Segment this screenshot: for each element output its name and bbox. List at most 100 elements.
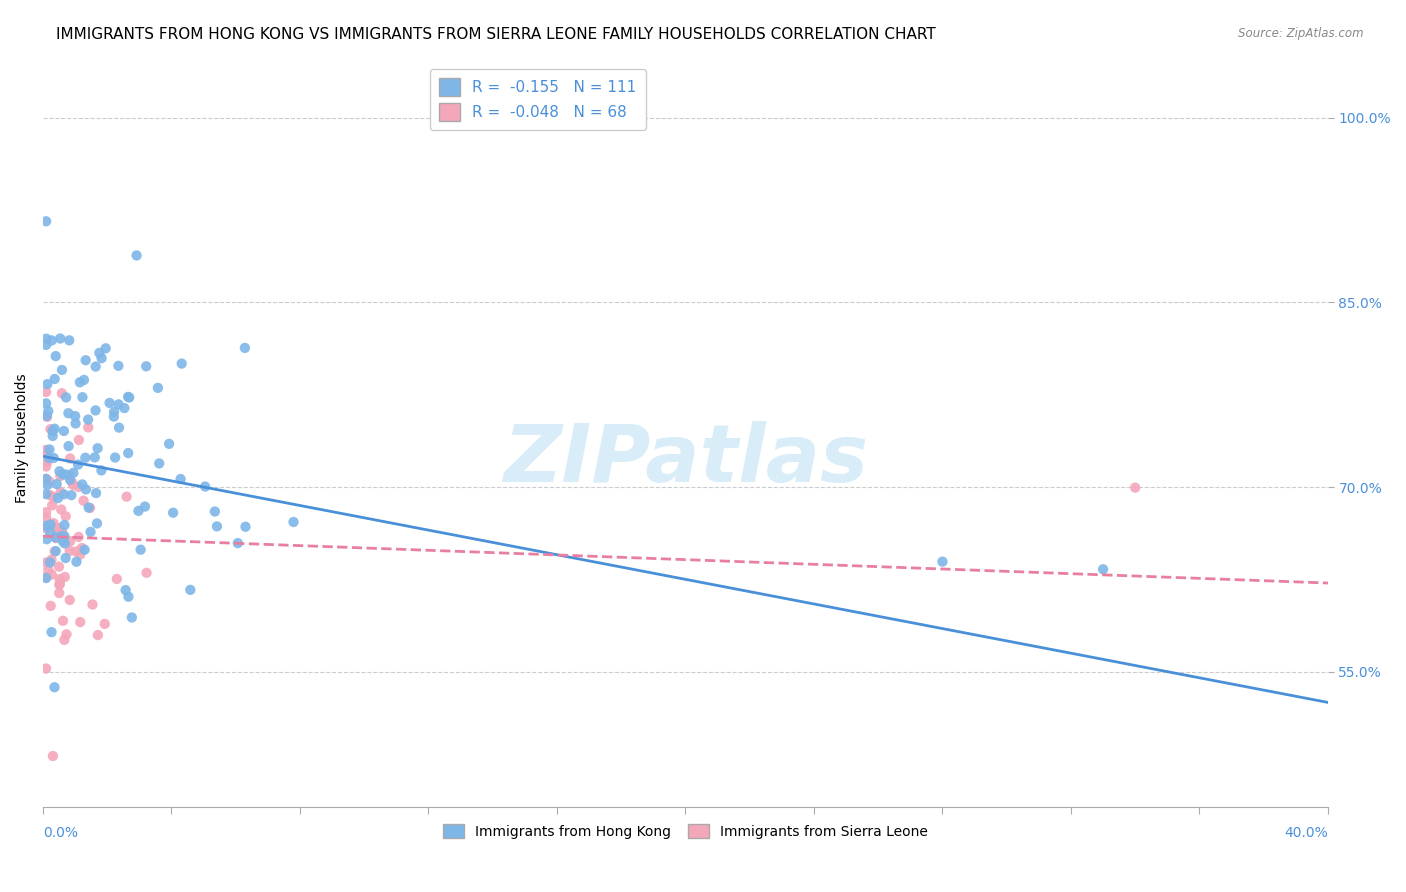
Point	[59, 544, 82, 558]
Point	[58, 334, 80, 348]
Point	[49, 576, 72, 591]
Point	[49, 331, 72, 345]
Point	[103, 409, 125, 424]
Point	[44, 544, 66, 558]
Point	[48, 464, 70, 478]
Point	[35, 332, 58, 346]
Point	[48, 521, 70, 535]
Text: IMMIGRANTS FROM HONG KONG VS IMMIGRANTS FROM SIERRA LEONE FAMILY HOUSEHOLDS CORR: IMMIGRANTS FROM HONG KONG VS IMMIGRANTS …	[56, 27, 936, 42]
Point	[62, 466, 84, 480]
Point	[35, 442, 58, 457]
Point	[41, 424, 63, 438]
Text: Source: ZipAtlas.com: Source: ZipAtlas.com	[1239, 27, 1364, 40]
Point	[94, 341, 117, 355]
Point	[77, 420, 100, 434]
Point	[117, 446, 139, 460]
Point	[77, 500, 100, 515]
Point	[38, 475, 60, 489]
Point	[35, 571, 58, 585]
Point	[79, 524, 101, 539]
Point	[53, 529, 76, 543]
Y-axis label: Family Households: Family Households	[15, 373, 30, 502]
Point	[233, 341, 256, 355]
Point	[44, 531, 66, 545]
Point	[135, 359, 157, 374]
Point	[39, 599, 62, 613]
Point	[42, 749, 65, 764]
Point	[52, 614, 75, 628]
Point	[90, 463, 112, 477]
Point	[86, 516, 108, 531]
Point	[35, 443, 58, 458]
Point	[51, 363, 73, 377]
Point	[37, 404, 59, 418]
Point	[55, 391, 77, 405]
Point	[67, 433, 90, 447]
Point	[35, 472, 58, 486]
Point	[48, 572, 70, 586]
Point	[52, 467, 75, 482]
Point	[79, 500, 101, 515]
Point	[39, 556, 62, 570]
Point	[169, 472, 191, 486]
Point	[42, 490, 65, 504]
Point	[41, 334, 63, 348]
Point	[46, 522, 69, 536]
Point	[35, 396, 58, 410]
Point	[41, 625, 63, 640]
Point	[53, 518, 76, 533]
Point	[35, 533, 58, 547]
Point	[55, 551, 77, 566]
Point	[35, 521, 58, 535]
Point	[52, 487, 75, 501]
Point	[117, 590, 139, 604]
Point	[87, 628, 110, 642]
Point	[41, 553, 63, 567]
Point	[134, 500, 156, 514]
Point	[37, 478, 59, 492]
Point	[115, 490, 138, 504]
Point	[67, 458, 90, 472]
Point	[146, 381, 169, 395]
Point	[35, 556, 58, 570]
Point	[42, 516, 65, 531]
Point	[35, 409, 58, 424]
Point	[1092, 562, 1115, 576]
Point	[194, 479, 217, 493]
Point	[39, 488, 62, 502]
Point	[55, 627, 77, 641]
Point	[69, 615, 91, 629]
Point	[35, 384, 58, 399]
Point	[125, 248, 148, 262]
Point	[51, 502, 73, 516]
Point	[107, 397, 129, 411]
Point	[59, 593, 82, 607]
Point	[59, 473, 82, 487]
Point	[37, 563, 59, 577]
Point	[179, 582, 201, 597]
Point	[59, 451, 82, 466]
Point	[104, 450, 127, 465]
Point	[38, 450, 60, 465]
Point	[103, 405, 125, 419]
Point	[58, 406, 80, 420]
Point	[52, 534, 75, 549]
Point	[121, 610, 143, 624]
Point	[49, 469, 72, 483]
Point	[931, 555, 953, 569]
Point	[72, 390, 94, 404]
Point	[53, 632, 76, 647]
Point	[118, 391, 141, 405]
Point	[62, 478, 84, 492]
Point	[67, 530, 90, 544]
Point	[44, 372, 66, 386]
Point	[53, 536, 76, 550]
Point	[69, 548, 91, 562]
Point	[35, 214, 58, 228]
Point	[72, 493, 94, 508]
Point	[112, 401, 135, 415]
Point	[48, 586, 70, 600]
Point	[283, 515, 305, 529]
Point	[75, 483, 97, 497]
Point	[60, 475, 83, 490]
